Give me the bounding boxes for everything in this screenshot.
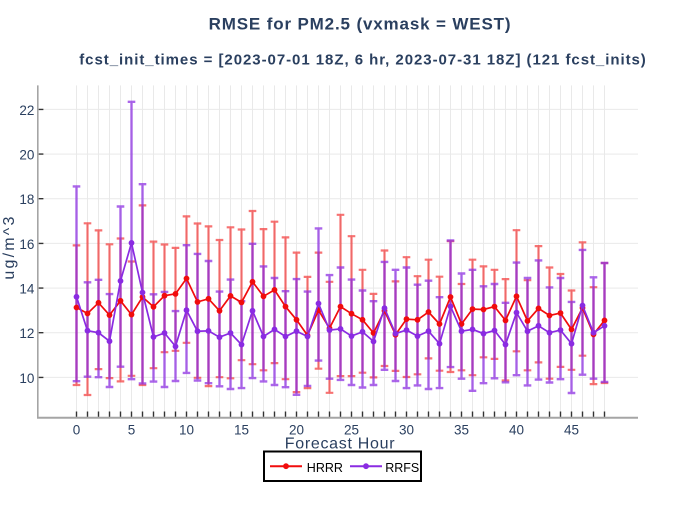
svg-text:18: 18 [19,192,34,207]
svg-text:45: 45 [564,423,579,438]
svg-text:15: 15 [234,423,249,438]
svg-text:40: 40 [509,423,524,438]
svg-text:fcst_init_times = [2023-07-01: fcst_init_times = [2023-07-01 18Z, 6 hr,… [79,51,647,68]
svg-text:10: 10 [19,371,34,386]
svg-text:30: 30 [399,423,414,438]
svg-text:20: 20 [19,148,34,163]
svg-text:20: 20 [289,423,304,438]
svg-text:12: 12 [19,326,34,341]
svg-text:16: 16 [19,237,34,252]
svg-text:14: 14 [19,282,35,297]
svg-text:5: 5 [128,423,136,438]
svg-text:35: 35 [454,423,469,438]
svg-text:RRFS: RRFS [385,461,419,475]
svg-text:25: 25 [344,423,359,438]
svg-text:Forecast Hour: Forecast Hour [285,436,395,453]
svg-text:RMSE for PM2.5 (vxmask = WEST): RMSE for PM2.5 (vxmask = WEST) [209,15,512,34]
svg-text:10: 10 [179,423,194,438]
svg-text:HRRR: HRRR [307,461,343,475]
svg-text:22: 22 [19,103,34,118]
svg-text:ug/m^3: ug/m^3 [1,214,18,279]
svg-text:0: 0 [73,423,81,438]
